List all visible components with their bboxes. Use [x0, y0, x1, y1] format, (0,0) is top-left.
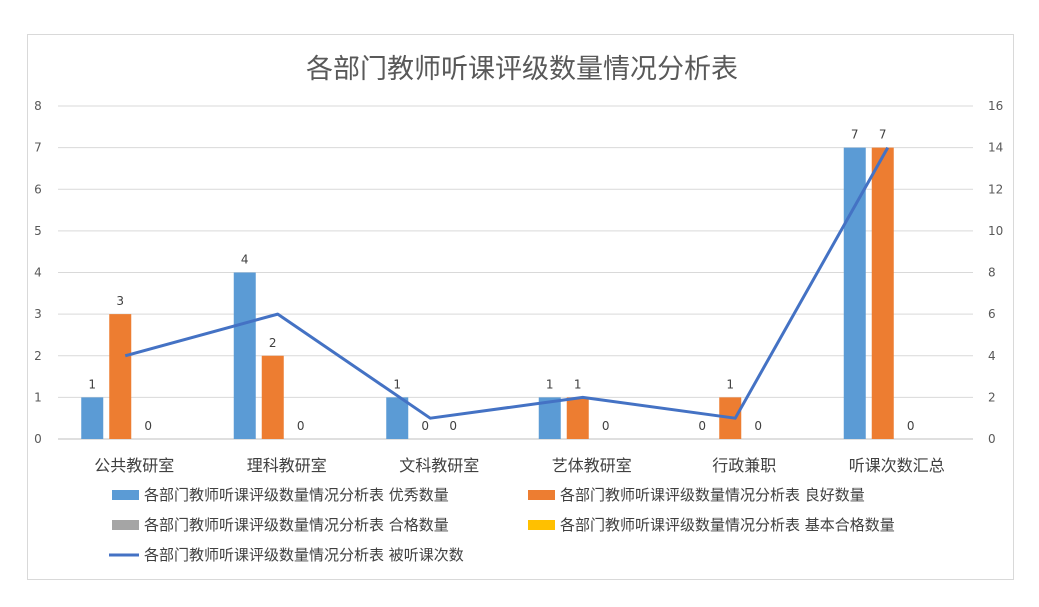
bar — [871, 147, 894, 439]
bar-data-label: 1 — [574, 377, 582, 391]
chart-frame: 各部门教师听课评级数量情况分析表 0 1 2 3 4 5 6 7 8 0 2 4 6 8 10 12 14 16 公… — [27, 34, 1014, 580]
bar-data-label: 1 — [726, 377, 734, 391]
legend-swatch — [112, 490, 139, 500]
bar-data-label: 3 — [116, 294, 124, 308]
bar-data-label: 0 — [754, 419, 762, 433]
legend-swatch — [528, 490, 555, 500]
x-category-label: 公共教研室 — [94, 456, 174, 475]
line-series — [124, 146, 890, 420]
legend-swatch — [112, 520, 139, 530]
bar — [261, 355, 284, 439]
legend-label: 各部门教师听课评级数量情况分析表 优秀数量 — [144, 486, 449, 504]
bar-data-label: 4 — [241, 253, 249, 267]
y-left-tick-label: 3 — [34, 307, 42, 321]
y-right-tick-label: 16 — [988, 99, 1003, 113]
chart-title: 各部门教师听课评级数量情况分析表 — [306, 54, 738, 85]
bar-data-label: 0 — [907, 419, 915, 433]
y-right-tick-label: 6 — [988, 307, 996, 321]
bar-data-label: 7 — [879, 128, 887, 142]
y-left-tick-label: 7 — [34, 141, 42, 155]
bar-data-label: 0 — [421, 419, 429, 433]
bar — [386, 397, 409, 439]
x-category-label: 艺体教研室 — [552, 456, 632, 475]
legend-label: 各部门教师听课评级数量情况分析表 被听课次数 — [144, 546, 464, 564]
y-left-tick-label: 6 — [34, 182, 42, 196]
line-series-path — [124, 146, 890, 420]
bar-data-label: 0 — [698, 419, 706, 433]
x-category-label: 文科教研室 — [399, 456, 479, 475]
bar-data-label: 0 — [449, 419, 457, 433]
x-category-label: 行政兼职 — [712, 456, 776, 475]
y-left-tick-label: 5 — [34, 224, 42, 238]
bar-data-label: 0 — [297, 419, 305, 433]
legend-swatch — [528, 520, 555, 530]
y-right-tick-label: 10 — [988, 224, 1003, 238]
y-left-tick-label: 0 — [34, 432, 42, 446]
legend-label: 各部门教师听课评级数量情况分析表 合格数量 — [144, 516, 449, 534]
legend-label: 各部门教师听课评级数量情况分析表 基本合格数量 — [560, 516, 895, 534]
y-right-tick-label: 8 — [988, 266, 996, 280]
x-category-label: 听课次数汇总 — [849, 456, 945, 475]
y-right-tick-label: 4 — [988, 349, 996, 363]
chart-svg: 各部门教师听课评级数量情况分析表 0123456780246810121416公… — [34, 54, 1003, 564]
bar-data-label: 0 — [602, 419, 610, 433]
x-category-label: 理科教研室 — [247, 456, 327, 475]
bar-data-label: 7 — [851, 128, 859, 142]
legend-label: 各部门教师听课评级数量情况分析表 良好数量 — [560, 486, 865, 504]
y-left-tick-label: 4 — [34, 266, 42, 280]
data-labels: 1 3 0 4 2 0 1 0 0 1 1 0 0 1 0 7 7 0 — [88, 128, 914, 433]
bars — [81, 147, 894, 439]
bar — [109, 314, 132, 439]
y-left-tick-label: 1 — [34, 390, 42, 404]
bar — [81, 397, 104, 439]
bar — [566, 397, 589, 439]
y-right-tick-label: 2 — [988, 390, 996, 404]
y-left-tick-label: 8 — [34, 99, 42, 113]
bar-data-label: 1 — [393, 377, 401, 391]
y-right-tick-label: 12 — [988, 182, 1003, 196]
bar-data-label: 1 — [88, 377, 96, 391]
bar — [843, 147, 866, 439]
legend: 各部门教师听课评级数量情况分析表 优秀数量 各部门教师听课评级数量情况分析表 良好… — [109, 486, 895, 564]
y-right-tick-label: 0 — [988, 432, 996, 446]
bar — [233, 272, 256, 439]
bar-data-label: 2 — [269, 336, 277, 350]
grid — [58, 105, 973, 440]
y-left-tick-label: 2 — [34, 349, 42, 363]
bar-data-label: 1 — [546, 377, 554, 391]
bar — [538, 397, 561, 439]
bar-data-label: 0 — [144, 419, 152, 433]
y-right-tick-label: 14 — [988, 141, 1003, 155]
